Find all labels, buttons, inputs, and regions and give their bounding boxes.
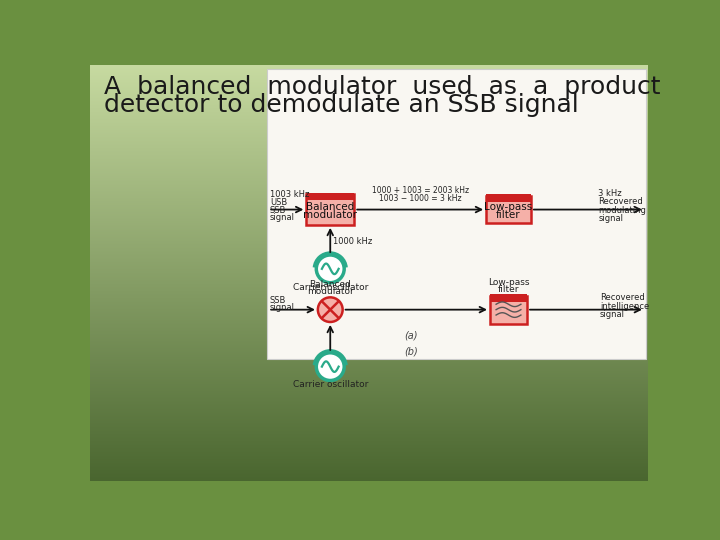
FancyBboxPatch shape: [306, 194, 354, 225]
Text: Carrier oscillator: Carrier oscillator: [292, 282, 368, 292]
Text: signal: signal: [598, 214, 624, 223]
Text: Carrier oscillator: Carrier oscillator: [292, 380, 368, 389]
Text: A  balanced  modulator  used  as  a  product: A balanced modulator used as a product: [104, 75, 660, 99]
Text: filter: filter: [498, 285, 519, 294]
Circle shape: [316, 255, 344, 283]
Text: SSB: SSB: [270, 206, 286, 214]
Text: Low-pass: Low-pass: [487, 278, 529, 287]
Text: 1000 + 1003 = 2003 kHz: 1000 + 1003 = 2003 kHz: [372, 186, 469, 194]
Text: signal: signal: [270, 213, 294, 222]
Text: 3 kHz: 3 kHz: [598, 188, 622, 198]
Text: USB: USB: [270, 198, 287, 207]
Text: Low-pass: Low-pass: [485, 202, 533, 212]
Text: 1003 − 1000 = 3 kHz: 1003 − 1000 = 3 kHz: [379, 194, 462, 203]
FancyBboxPatch shape: [266, 69, 647, 359]
FancyBboxPatch shape: [306, 193, 354, 200]
FancyBboxPatch shape: [486, 194, 531, 202]
Circle shape: [316, 353, 344, 381]
Text: modulating: modulating: [598, 206, 647, 214]
Text: signal: signal: [600, 310, 625, 319]
FancyBboxPatch shape: [486, 195, 531, 224]
Text: (b): (b): [404, 346, 418, 356]
Text: (a): (a): [404, 331, 418, 341]
Text: 1003 kHz: 1003 kHz: [270, 190, 309, 199]
FancyBboxPatch shape: [490, 296, 527, 323]
Text: Recovered: Recovered: [600, 293, 644, 302]
Text: Recovered: Recovered: [598, 197, 643, 206]
Text: detector to demodulate an SSB signal: detector to demodulate an SSB signal: [104, 93, 579, 117]
Text: Balanced: Balanced: [310, 280, 351, 289]
Circle shape: [318, 298, 343, 322]
Text: modulator: modulator: [307, 287, 354, 296]
Text: 1000 kHz: 1000 kHz: [333, 237, 373, 246]
Text: signal: signal: [270, 303, 294, 313]
Text: filter: filter: [496, 210, 521, 220]
Text: modulator: modulator: [303, 210, 357, 220]
Text: SSB: SSB: [270, 296, 286, 305]
Text: Balanced: Balanced: [306, 202, 354, 212]
FancyBboxPatch shape: [490, 294, 527, 302]
Text: intelligence: intelligence: [600, 302, 649, 311]
